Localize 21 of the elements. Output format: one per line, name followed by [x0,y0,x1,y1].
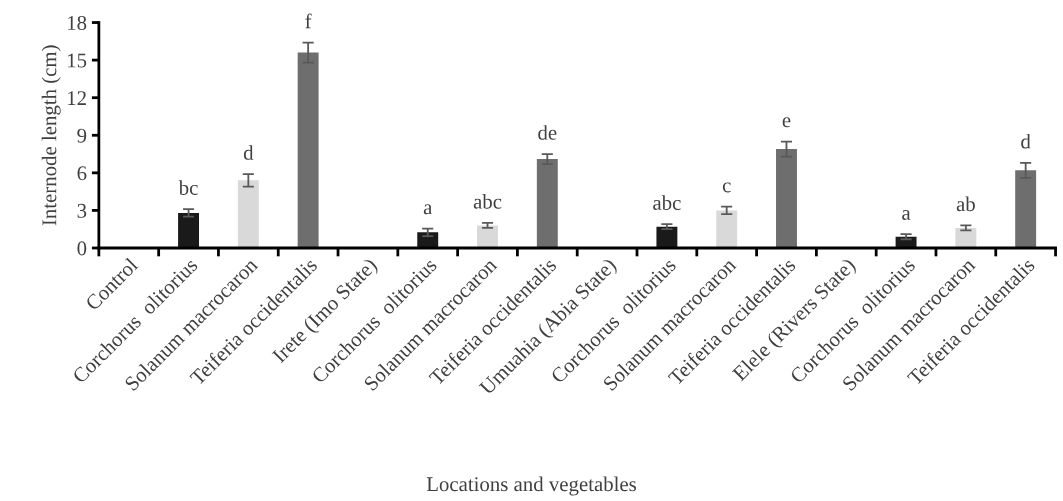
y-tick-label: 6 [77,166,87,181]
data-label: d [1021,133,1031,149]
y-tick-label: 0 [77,241,87,256]
y-tick-label: 9 [77,128,87,143]
data-label: a [423,204,433,215]
data-label: d [243,145,254,160]
x-axis-title: Locations and vegetables [426,476,637,496]
data-label: bc [178,180,198,195]
y-tick-label: 18 [68,15,87,30]
data-label: c [722,182,731,193]
data-label: abc [653,195,681,210]
data-label: a [902,209,911,220]
data-label: ab [956,196,975,212]
y-axis-title: Internode length (cm) [41,45,61,226]
data-label: e [782,117,791,128]
y-tick-label: 12 [68,91,86,105]
data-label: de [538,125,557,140]
data-label: f [305,13,312,29]
y-tick-label: 15 [68,53,87,68]
y-tick-label: 3 [77,203,87,218]
data-label: abc [473,194,502,209]
